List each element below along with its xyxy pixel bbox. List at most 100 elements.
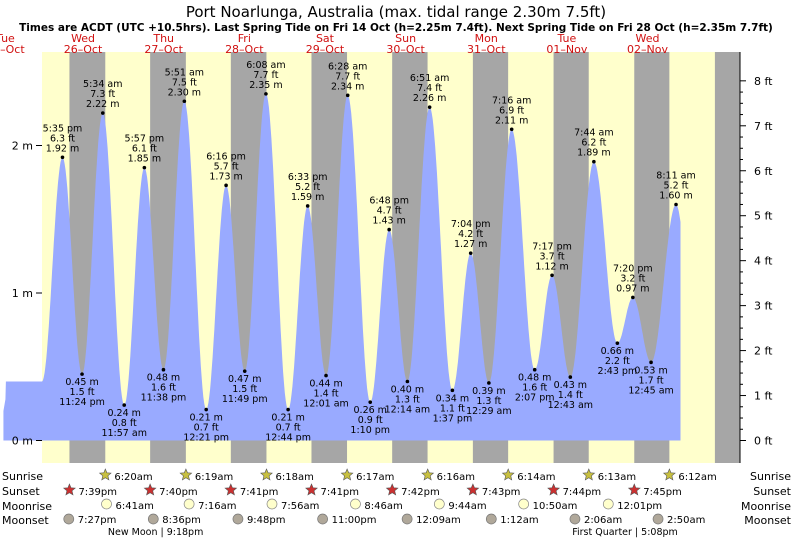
tide-height-ft: 6.1 ft — [132, 144, 157, 155]
sunset-icon — [466, 483, 480, 496]
left-tick-label: 0 m — [12, 435, 33, 448]
tide-point — [60, 155, 65, 160]
tide-time: 7:04 pm — [451, 219, 491, 230]
sunrise-time: 6:18am — [276, 472, 314, 483]
tide-point — [468, 251, 473, 255]
tide-time: 12:14 am — [385, 405, 430, 416]
tide-height-ft: 6.9 ft — [499, 105, 524, 116]
tide-height-ft: 5.2 ft — [295, 182, 320, 193]
moonrise-time: 10:50am — [533, 501, 578, 512]
tide-height-m: 1.92 m — [46, 143, 79, 154]
day-date: 01–Nov — [546, 43, 587, 56]
moonset-time: 11:00pm — [332, 515, 377, 526]
day-date: 27–Oct — [144, 43, 183, 56]
tide-height-ft: 3.2 ft — [620, 273, 645, 284]
right-tick-label: 8 ft — [754, 75, 773, 88]
tide-height-ft: 1.3 ft — [395, 395, 420, 406]
right-tick-label: 2 ft — [754, 345, 773, 358]
sunset-icon — [627, 483, 641, 496]
moonrise-time: 6:41am — [116, 501, 154, 512]
row-label-left: Moonrise — [2, 500, 52, 513]
sunset-icon — [62, 483, 76, 496]
tide-time: 11:24 pm — [59, 397, 105, 408]
moonset-icon — [652, 513, 664, 525]
sunrise-time: 6:20am — [114, 472, 152, 483]
tide-height-m: 1.12 m — [535, 261, 568, 272]
sunrise-time: 6:17am — [356, 472, 394, 483]
tide-height-m: 0.47 m — [228, 374, 261, 385]
sunrise-icon — [340, 468, 354, 481]
left-tick-label: 1 m — [12, 287, 33, 300]
moonset-icon — [63, 513, 75, 525]
moonset-time: 8:36pm — [162, 515, 201, 526]
tide-height-m: 1.89 m — [577, 148, 610, 159]
tide-time: 12:29 am — [466, 406, 511, 417]
day-name: Sun — [395, 32, 416, 45]
sunrise-time: 6:14am — [517, 472, 555, 483]
tide-height-ft: 1.1 ft — [440, 403, 465, 414]
tide-height-m: 1.59 m — [291, 192, 324, 203]
day-name: Sat — [316, 32, 335, 45]
day-name: Fri — [238, 32, 251, 45]
tide-height-m: 1.73 m — [209, 171, 242, 182]
moonset-time: 2:50am — [667, 515, 705, 526]
tide-time: 12:01 am — [303, 399, 348, 410]
tide-time: 6:16 pm — [206, 151, 246, 162]
tide-height-m: 1.60 m — [659, 191, 692, 202]
moonrise-icon — [350, 498, 361, 510]
tide-height-ft: 7.4 ft — [417, 83, 442, 94]
tide-time: 8:11 am — [656, 171, 695, 182]
day-date: 26–Oct — [64, 43, 103, 56]
tide-point — [100, 111, 105, 115]
tide-point — [509, 127, 514, 132]
tide-time: 6:51 am — [410, 73, 449, 84]
chart-title: Port Noarlunga, Australia (max. tidal ra… — [186, 3, 606, 21]
sunrise-time: 6:19am — [195, 472, 233, 483]
row-label-left: Moonset — [2, 514, 49, 527]
tide-point — [204, 407, 208, 412]
moonset-icon — [317, 513, 328, 525]
moonset-icon — [569, 513, 581, 525]
sunset-time: 7:39pm — [78, 487, 117, 498]
moonrise-time: 12:01pm — [617, 501, 662, 512]
tide-point — [305, 204, 310, 208]
tide-time: 11:38 pm — [141, 393, 187, 404]
moonset-time: 2:06am — [584, 515, 622, 526]
tide-point — [450, 388, 455, 393]
day-date: 28–Oct — [225, 43, 264, 56]
tide-height-m: 1.27 m — [454, 239, 487, 250]
tide-time: 5:57 pm — [125, 134, 165, 145]
tide-height-ft: 0.9 ft — [358, 415, 383, 426]
tide-height-ft: 0.7 ft — [194, 423, 219, 434]
tide-height-m: 1.85 m — [128, 154, 161, 165]
tide-point — [161, 367, 166, 372]
tide-height-ft: 2.2 ft — [605, 356, 630, 367]
tide-time: 5:51 am — [165, 67, 204, 78]
moonrise-time: 7:56am — [281, 501, 319, 512]
row-label-left: Sunrise — [2, 470, 43, 483]
tide-height-ft: 7.5 ft — [172, 77, 197, 88]
tide-point — [224, 183, 228, 188]
moon-phase-first-quarter: First Quarter | 5:08pm — [572, 527, 678, 538]
tide-height-ft: 7.7 ft — [335, 71, 360, 82]
day-name: Tue — [557, 32, 577, 45]
day-name: Tue — [0, 32, 15, 45]
sunset-time: 7:45pm — [643, 487, 682, 498]
sunrise-icon — [501, 468, 515, 481]
tide-height-m: 0.53 m — [634, 365, 667, 376]
axes: 0 m 1 m 2 m 0 ft 1 ft 2 ft 3 ft 4 ft 5 ft 6 ft 7 f… — [12, 52, 773, 463]
tide-point — [592, 159, 596, 164]
day-name: Thu — [152, 32, 174, 45]
tide-point — [631, 295, 635, 300]
tide-height-m: 2.30 m — [168, 87, 201, 98]
row-label-right: Sunset — [753, 485, 791, 498]
tide-height-m: 2.22 m — [86, 99, 119, 110]
tide-height-m: 1.43 m — [372, 216, 405, 227]
astronomy-rows: Sunrise Sunrise Sunset Sunset Moonrise Moonri… — [2, 468, 792, 538]
tide-time: 7:44 am — [574, 128, 613, 139]
tide-height-ft: 7.7 ft — [253, 70, 278, 81]
tide-height-m: 0.48 m — [147, 373, 180, 384]
left-tick-label: 2 m — [12, 140, 33, 153]
tide-height-m: 0.21 m — [189, 413, 222, 424]
